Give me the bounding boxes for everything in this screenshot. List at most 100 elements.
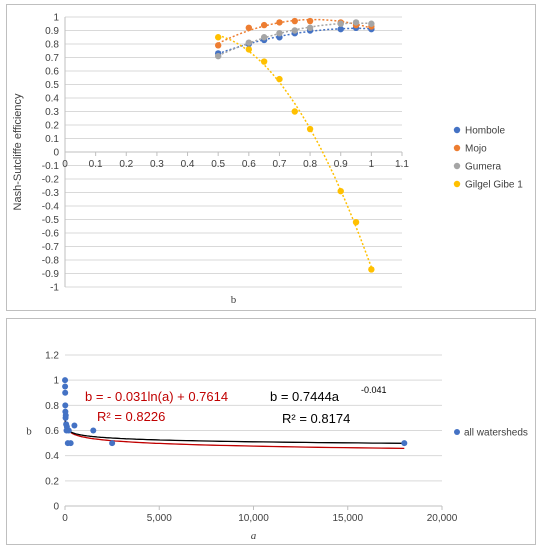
data-point <box>276 75 283 83</box>
x-tick-label: 20,000 <box>427 513 458 524</box>
b-vs-a-chart: 1.2 1 0.8 0.6 0.4 0.2 00 5,000 10,000 15,000 20,00… <box>26 351 528 543</box>
data-point <box>291 108 298 115</box>
data-point <box>214 34 222 41</box>
y-tick-label: -0.6 <box>42 229 60 240</box>
y-tick-label: 0.9 <box>45 26 59 37</box>
legend-marker <box>453 162 461 170</box>
y-axis-title: b <box>26 426 32 438</box>
nse-vs-b-chart: 10.90.80.70.60.50.40.30.20.10-0.1-0.2-0.… <box>12 13 523 307</box>
y-tick-label: -0.3 <box>42 188 60 199</box>
data-point <box>337 187 344 195</box>
data-point <box>291 17 298 25</box>
x-tick-label: 0.4 <box>181 159 195 170</box>
y-tick-label: 0.8 <box>45 401 59 412</box>
data-point <box>306 125 314 133</box>
data-point <box>306 24 314 31</box>
bottom-chart-panel: 1.2 1 0.8 0.6 0.4 0.2 0 0 5,000 10,000 15,000 20,00… <box>6 318 536 545</box>
x-tick-label: 15,000 <box>332 513 363 524</box>
trendline-3 <box>217 34 373 268</box>
y-tick-label: -0.4 <box>42 202 60 213</box>
data-point <box>62 383 69 390</box>
data-point <box>214 42 222 49</box>
log-equation: b = - 0.031ln(a) + 0.7614 <box>85 389 228 404</box>
data-point <box>214 52 222 60</box>
y-tick-label: -0.9 <box>42 269 60 280</box>
data-point <box>368 20 375 27</box>
data-point <box>352 19 360 26</box>
data-point <box>62 377 69 384</box>
legend-marker <box>453 126 461 134</box>
data-point <box>90 427 97 434</box>
data-point <box>71 422 78 429</box>
data-point <box>65 427 72 434</box>
y-tick-label: 0 <box>53 502 59 513</box>
legend-label: Mojo <box>465 144 487 155</box>
data-point <box>62 412 69 419</box>
x-tick-label: 0.3 <box>150 159 164 170</box>
y-tick-label: -1 <box>50 283 59 294</box>
y-tick-label: 1.2 <box>45 351 59 362</box>
power-exponent: -0.041 <box>361 385 387 395</box>
x-tick-label: 5,000 <box>147 513 172 524</box>
y-tick-label: 0.3 <box>45 107 59 118</box>
y-tick-label: -0.1 <box>42 161 60 172</box>
data-point <box>291 27 298 34</box>
y-tick-label: 0.7 <box>45 53 59 64</box>
x-tick-label: 0.5 <box>211 159 225 170</box>
data-point <box>62 402 69 409</box>
x-tick-label: 0.7 <box>273 159 287 170</box>
x-axis-title: b <box>231 294 237 306</box>
data-point <box>337 25 344 33</box>
data-point <box>67 440 74 447</box>
data-point <box>260 21 268 29</box>
y-tick-label: -0.5 <box>42 215 60 226</box>
legend-label: Gumera <box>465 162 502 173</box>
legend-marker <box>454 429 460 435</box>
data-point <box>276 30 283 37</box>
y-tick-label: 0.5 <box>45 80 59 91</box>
x-tick-label: 1 <box>369 159 375 170</box>
legend-label: all watersheds <box>464 428 528 439</box>
y-tick-label: 0.6 <box>45 67 59 78</box>
x-tick-label: 0 <box>62 159 68 170</box>
data-point <box>306 17 314 25</box>
x-tick-label: 1.1 <box>395 159 409 170</box>
data-point <box>352 219 360 226</box>
legend-label: Gilgel Gibe 1 <box>465 180 523 191</box>
y-tick-label: 0.4 <box>45 451 59 462</box>
power-r2: R² = 0.8174 <box>282 411 350 426</box>
x-tick-label: 0 <box>62 513 68 524</box>
y-tick-label: 1 <box>53 13 59 24</box>
y-tick-label: 0 <box>53 148 59 159</box>
y-tick-label: 0.1 <box>45 134 59 145</box>
top-chart-panel: 1 0.9 0.8 0.7 0.6 0.5 0.4 0.3 0.2 0.1 0 -0.1 -0.2 -0.… <box>6 4 536 311</box>
data-point <box>62 389 69 396</box>
data-point <box>245 24 253 31</box>
y-tick-label: 0.4 <box>45 94 59 105</box>
x-tick-label: 0.6 <box>242 159 256 170</box>
legend-marker <box>453 144 461 152</box>
data-point <box>276 19 283 26</box>
data-point <box>245 39 253 46</box>
y-tick-label: -0.2 <box>42 175 60 186</box>
legend-marker <box>453 180 461 188</box>
power-equation: b = 0.7444a <box>270 389 340 404</box>
y-tick-label: 0.8 <box>45 40 59 51</box>
x-axis-title: a <box>251 530 257 542</box>
y-axis-title: Nash-Sutcliffe efficiency <box>12 93 24 210</box>
data-point <box>368 266 375 273</box>
x-tick-label: 0.9 <box>334 159 348 170</box>
log-r2: R² = 0.8226 <box>97 409 165 424</box>
y-tick-label: 1 <box>53 376 59 387</box>
y-tick-label: 0.6 <box>45 426 59 437</box>
data-point <box>337 20 344 27</box>
data-point <box>260 58 268 65</box>
x-tick-label: 0.1 <box>89 159 103 170</box>
data-point <box>109 440 116 447</box>
y-tick-label: 0.2 <box>45 476 59 487</box>
data-point <box>401 440 408 447</box>
x-tick-label: 10,000 <box>238 513 269 524</box>
y-tick-label: -0.7 <box>42 242 60 253</box>
y-tick-label: -0.8 <box>42 256 60 267</box>
data-point <box>260 34 268 41</box>
